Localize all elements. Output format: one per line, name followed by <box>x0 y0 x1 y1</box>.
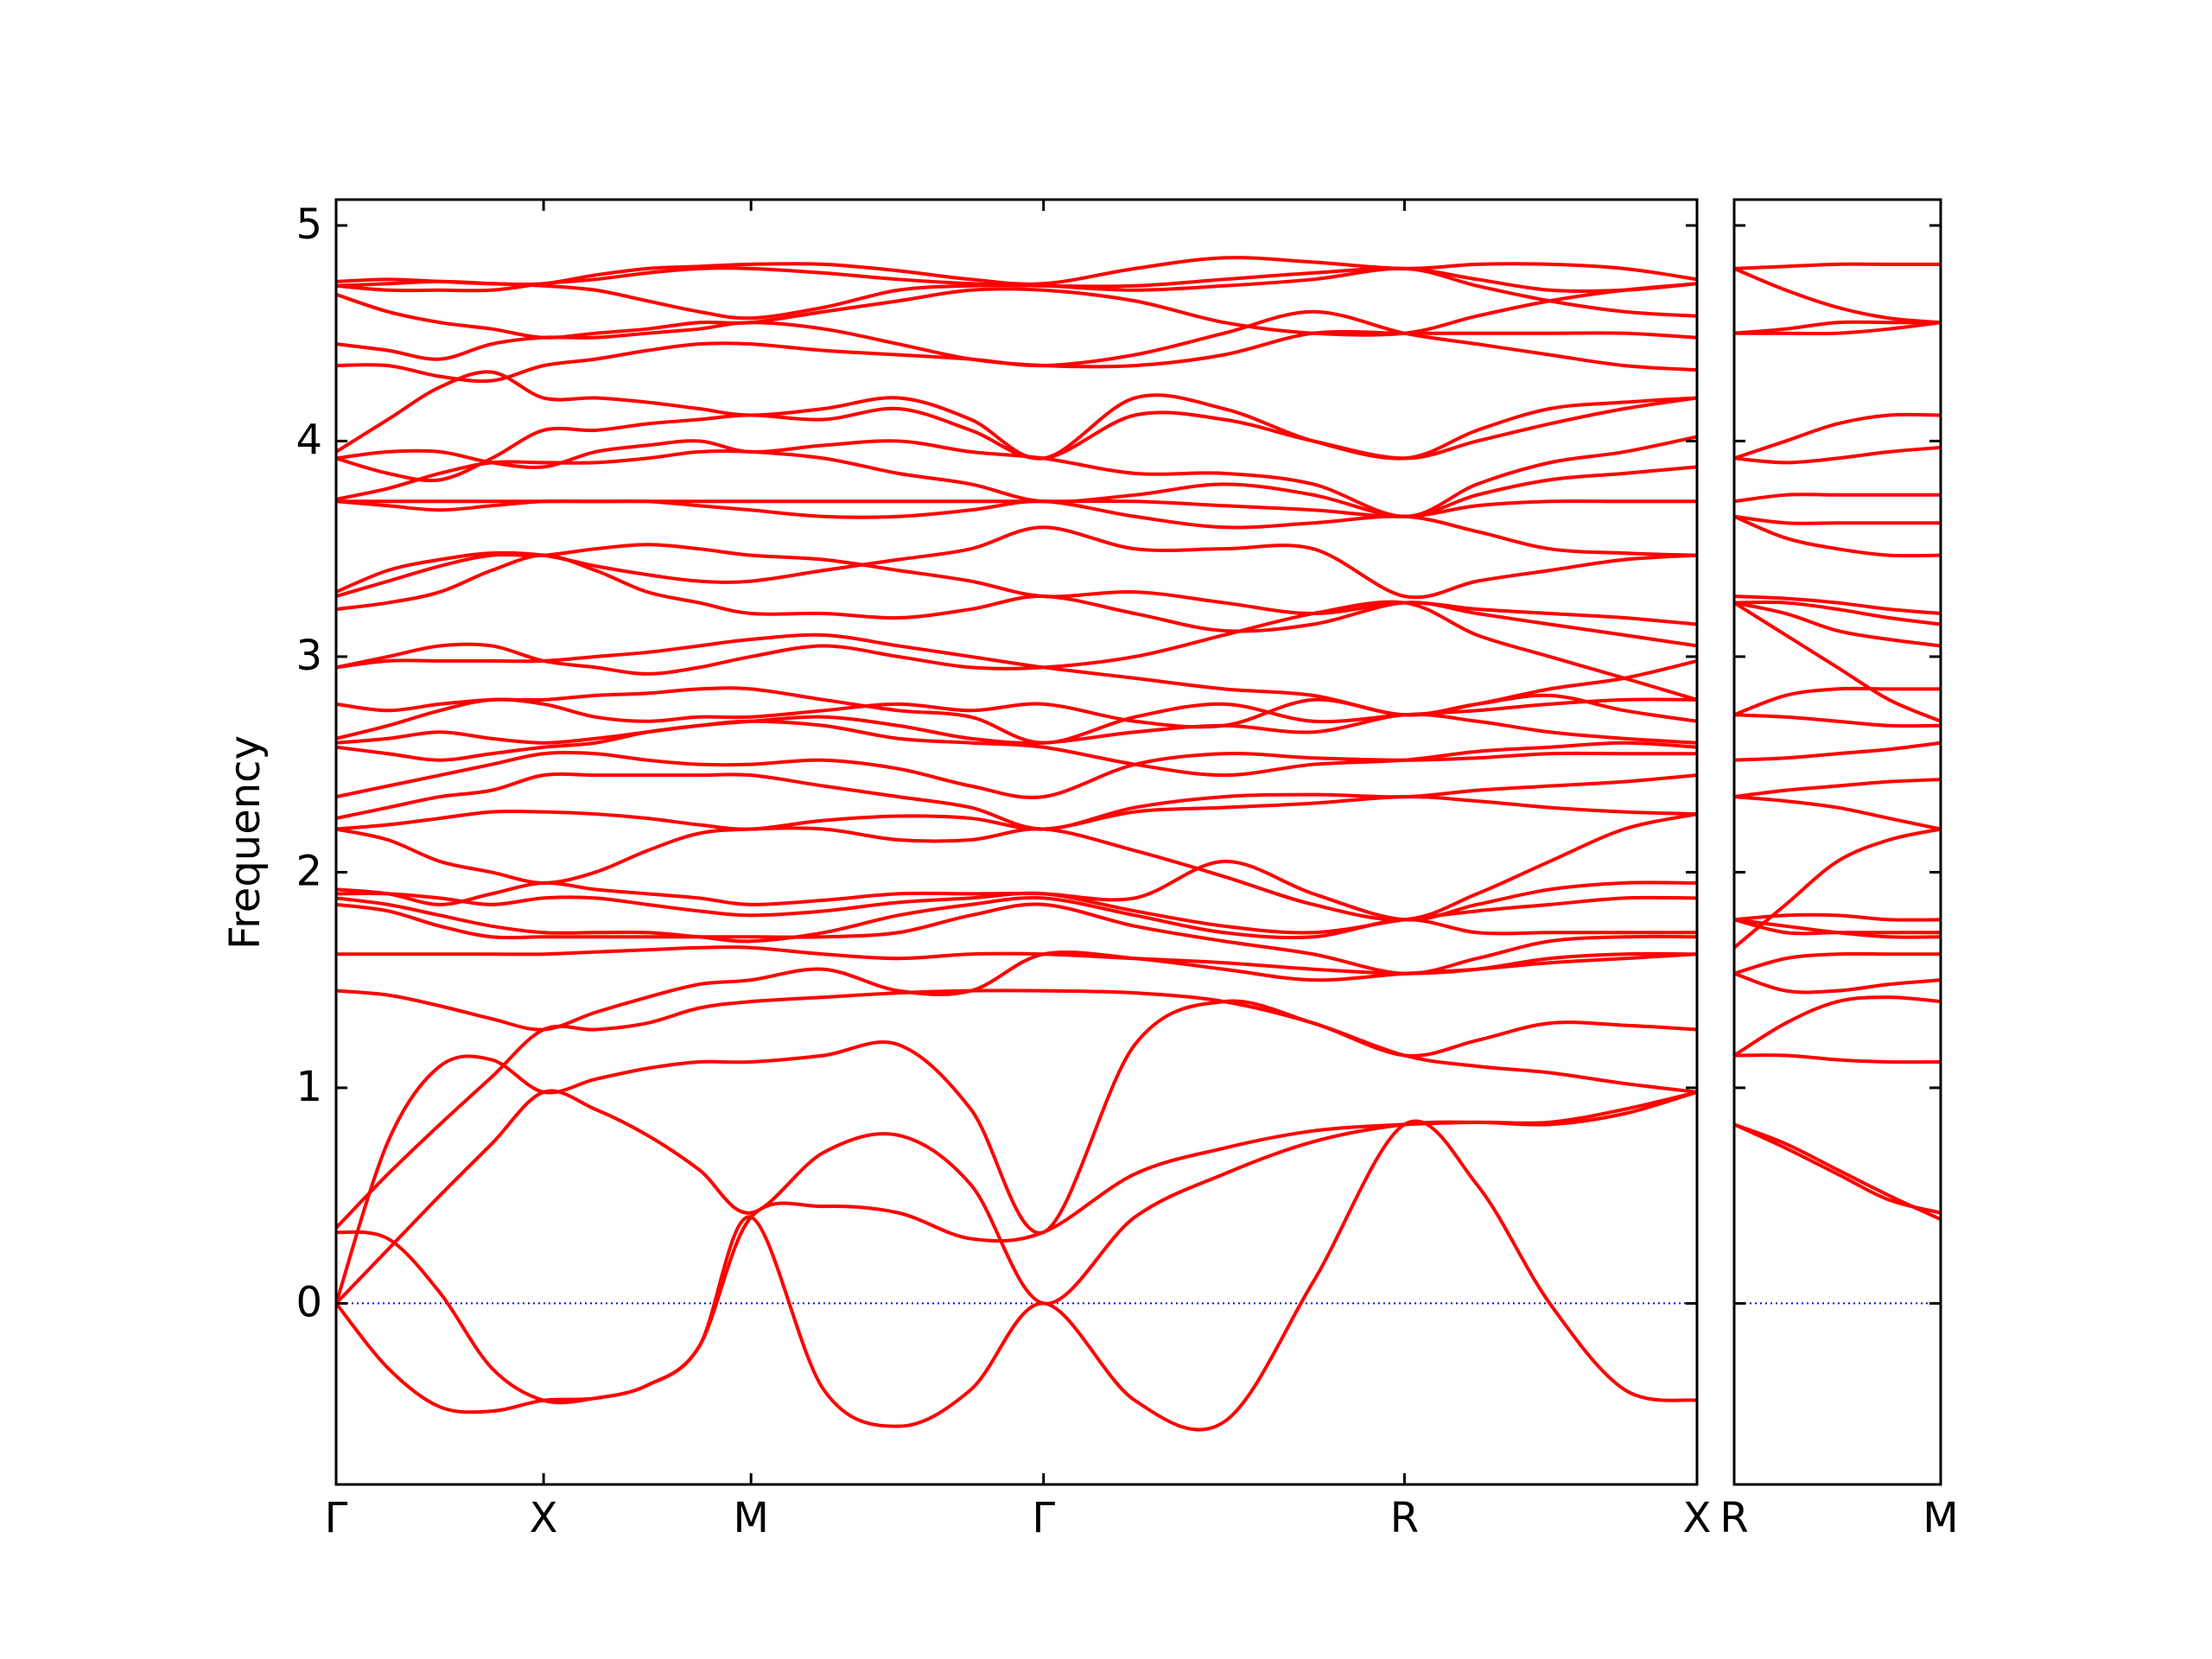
x-tick-label: M <box>733 1494 768 1542</box>
band-line <box>1734 601 1941 723</box>
band-line <box>1734 741 1941 762</box>
x-tick-label: Γ <box>325 1494 348 1542</box>
band-line <box>1734 1122 1941 1221</box>
band-line <box>336 553 1697 648</box>
band-line <box>336 945 1697 976</box>
y-tick-label: 2 <box>296 847 322 895</box>
band-line <box>336 719 1697 778</box>
y-tick-label: 3 <box>296 632 322 680</box>
x-tick-label: R <box>1390 1494 1419 1542</box>
band-line <box>336 686 1697 745</box>
band-line <box>336 891 1697 935</box>
band-line <box>336 632 1697 717</box>
band-line <box>336 525 1697 600</box>
y-tick-label: 0 <box>296 1278 322 1326</box>
band-line <box>336 370 1697 461</box>
band-line <box>336 448 1697 518</box>
band-line <box>1734 971 1941 995</box>
y-tick-label: 5 <box>296 200 322 249</box>
band-line <box>336 795 1697 831</box>
y-axis-label: Frequency <box>221 735 270 950</box>
band-line <box>1734 514 1941 525</box>
band-line <box>1734 918 1941 936</box>
band-line <box>336 812 1697 922</box>
band-line <box>336 266 1697 294</box>
x-tick-label: X <box>1683 1494 1712 1542</box>
x-tick-label: X <box>530 1494 558 1542</box>
band-line <box>1734 514 1941 558</box>
band-line <box>1734 1053 1941 1065</box>
band-line <box>1734 321 1941 336</box>
band-line <box>336 309 1697 384</box>
plot-area <box>336 256 1697 1432</box>
band-line <box>336 895 1697 944</box>
band-line <box>1734 951 1941 976</box>
band-line <box>336 712 1697 746</box>
y-tick-label: 4 <box>296 416 322 464</box>
band-line <box>336 499 1697 557</box>
band-line <box>1734 493 1941 504</box>
band-line <box>336 988 1697 1230</box>
band-line <box>336 750 1697 799</box>
band-line <box>1734 445 1941 465</box>
band-line <box>336 499 1697 518</box>
band-line <box>1734 713 1941 728</box>
band-line <box>336 902 1697 976</box>
band-line <box>1734 320 1941 335</box>
band-line <box>1734 686 1941 717</box>
band-line <box>1734 601 1941 626</box>
band-line <box>336 396 1697 483</box>
band-line <box>336 282 1697 340</box>
band-line <box>1734 594 1941 616</box>
band-line <box>1734 262 1941 270</box>
band-line <box>336 321 1697 369</box>
band-line <box>336 1090 1697 1405</box>
band-line <box>1734 995 1941 1058</box>
x-tick-label: M <box>1923 1494 1958 1542</box>
band-line <box>1734 412 1941 461</box>
x-tick-label: R <box>1719 1494 1748 1542</box>
y-tick-label: 1 <box>296 1063 322 1111</box>
axes-frame <box>334 198 1699 1486</box>
band-line <box>336 772 1697 831</box>
band-line <box>1734 266 1941 325</box>
band-line <box>1734 601 1941 648</box>
x-tick-label: Γ <box>1032 1494 1055 1542</box>
band-line <box>336 435 1697 518</box>
band-line <box>1734 778 1941 799</box>
band-line <box>336 600 1697 702</box>
band-line <box>336 999 1697 1305</box>
axes-frame <box>1732 198 1942 1486</box>
band-line <box>1734 827 1941 950</box>
band-line <box>1734 912 1941 922</box>
band-line <box>336 1089 1697 1306</box>
band-line <box>1734 795 1941 831</box>
band-line <box>1734 1122 1941 1215</box>
plot-area <box>1734 262 1941 1305</box>
